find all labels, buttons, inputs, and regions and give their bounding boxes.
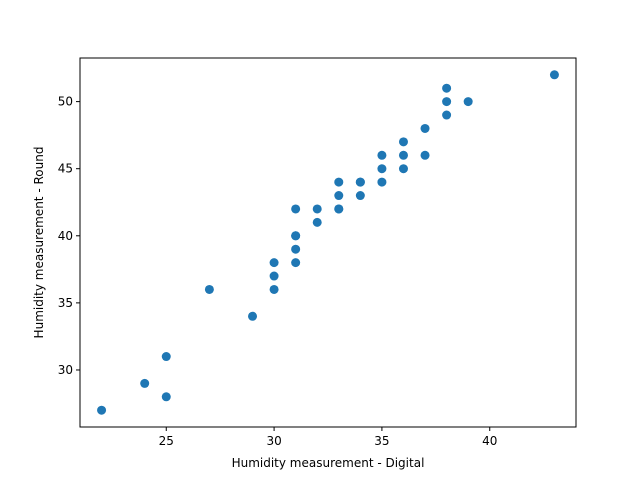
data-point [291,244,301,254]
data-point [549,70,559,80]
data-point [161,352,171,362]
data-point [291,231,301,241]
data-point [355,191,365,201]
data-point [442,97,452,107]
x-tick-label: 40 [482,434,497,448]
y-axis-label: Humidity measurement - Round [32,147,46,339]
data-point [312,204,322,214]
data-point [334,177,344,187]
plot-frame [79,57,577,428]
data-point [334,191,344,201]
data-point [291,204,301,214]
x-tick-label: 30 [266,434,281,448]
data-point [291,258,301,268]
data-point [377,164,387,174]
y-tick-label: 40 [58,229,73,243]
data-point [248,311,258,321]
y-tick-label: 45 [58,162,73,176]
data-point [420,150,430,160]
data-point [398,164,408,174]
data-point [140,378,150,388]
data-point [442,110,452,120]
data-point [204,284,214,294]
data-points [97,70,559,415]
data-point [463,97,473,107]
axes [79,57,577,428]
y-tick-label: 35 [58,296,73,310]
x-tick-label: 25 [159,434,174,448]
x-tick-label: 35 [374,434,389,448]
data-point [377,150,387,160]
data-point [398,137,408,147]
data-point [312,217,322,227]
data-point [269,284,279,294]
data-point [420,123,430,133]
data-point [269,258,279,268]
data-point [442,83,452,93]
data-point [97,405,107,415]
axis-ticks: 25 30 35 40 30 35 40 45 50 [58,95,498,448]
data-point [269,271,279,281]
y-tick-label: 30 [58,363,73,377]
data-point [377,177,387,187]
data-point [398,150,408,160]
data-point [355,177,365,187]
data-point [334,204,344,214]
y-tick-label: 50 [58,95,73,109]
x-axis-label: Humidity measurement - Digital [232,456,425,470]
data-point [161,392,171,402]
